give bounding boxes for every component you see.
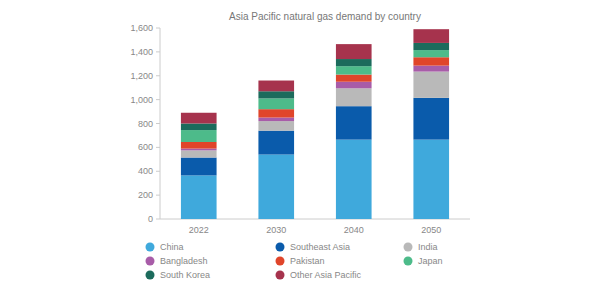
y-tick-label: 1,600 <box>130 23 153 33</box>
bar-segment <box>258 121 294 131</box>
bar-segment <box>413 72 449 98</box>
y-tick-label: 400 <box>138 166 153 176</box>
bar-segment <box>336 82 372 89</box>
y-tick-label: 800 <box>138 119 153 129</box>
legend-label: China <box>160 242 184 252</box>
legend-label: Pakistan <box>290 256 325 266</box>
chart-title: Asia Pacific natural gas demand by count… <box>229 11 421 22</box>
bar-segment <box>413 29 449 43</box>
bar-segment <box>413 140 449 219</box>
bars <box>181 29 449 219</box>
bar-segment <box>413 98 449 140</box>
bar-segment <box>336 66 372 74</box>
bar-segment <box>258 109 294 117</box>
bar-segment <box>258 118 294 122</box>
bar-segment <box>181 149 217 151</box>
chart-root: Asia Pacific natural gas demand by count… <box>0 0 600 300</box>
y-tick <box>156 75 160 76</box>
bar-segment <box>181 175 217 219</box>
legend-label: Japan <box>418 256 443 266</box>
bar-segment <box>336 59 372 66</box>
legend-swatch <box>276 271 285 280</box>
x-tick-label: 2030 <box>266 225 286 235</box>
legend-label: India <box>418 242 438 252</box>
legend-swatch <box>404 243 413 252</box>
bar-segment <box>258 131 294 155</box>
bar-segment <box>258 91 294 98</box>
bar-segment <box>336 88 372 106</box>
chart-svg: Asia Pacific natural gas demand by count… <box>0 0 600 300</box>
legend-label: Bangladesh <box>160 256 208 266</box>
y-tick-label: 1,400 <box>130 47 153 57</box>
bar-segment <box>181 130 217 142</box>
bar-segment <box>258 155 294 219</box>
y-tick <box>156 51 160 52</box>
legend-swatch <box>146 271 155 280</box>
bar-segment <box>336 44 372 59</box>
bar-segment <box>181 158 217 176</box>
legend-swatch <box>276 257 285 266</box>
y-tick <box>156 123 160 124</box>
x-tick-label: 2022 <box>189 225 209 235</box>
y-tick-label: 1,200 <box>130 71 153 81</box>
bar-segment <box>413 43 449 50</box>
legend-label: Other Asia Pacific <box>290 270 362 280</box>
bar-segment <box>258 81 294 92</box>
y-tick-label: 0 <box>148 214 153 224</box>
bar-segment <box>258 98 294 109</box>
bar-segment <box>413 50 449 57</box>
bar-segment <box>413 66 449 72</box>
bar-segment <box>181 124 217 131</box>
bar-segment <box>181 113 217 124</box>
y-tick-label: 1,000 <box>130 95 153 105</box>
legend-swatch <box>404 257 413 266</box>
legend-swatch <box>146 257 155 266</box>
x-tick-label: 2040 <box>344 225 364 235</box>
y-tick-label: 600 <box>138 142 153 152</box>
legend-label: South Korea <box>160 270 210 280</box>
y-tick <box>156 219 160 220</box>
x-tick-label: 2050 <box>421 225 441 235</box>
bar-segment <box>181 150 217 157</box>
y-tick <box>156 195 160 196</box>
legend-swatch <box>146 243 155 252</box>
legend-swatch <box>276 243 285 252</box>
y-tick <box>156 147 160 148</box>
y-axis-line <box>160 28 161 219</box>
bar-segment <box>181 142 217 149</box>
bar-segment <box>336 106 372 139</box>
bar-segment <box>413 57 449 65</box>
legend-label: Southeast Asia <box>290 242 350 252</box>
y-tick <box>156 171 160 172</box>
y-tick <box>156 99 160 100</box>
y-tick <box>156 28 160 29</box>
bar-segment <box>336 75 372 82</box>
y-tick-label: 200 <box>138 190 153 200</box>
bar-segment <box>336 140 372 219</box>
